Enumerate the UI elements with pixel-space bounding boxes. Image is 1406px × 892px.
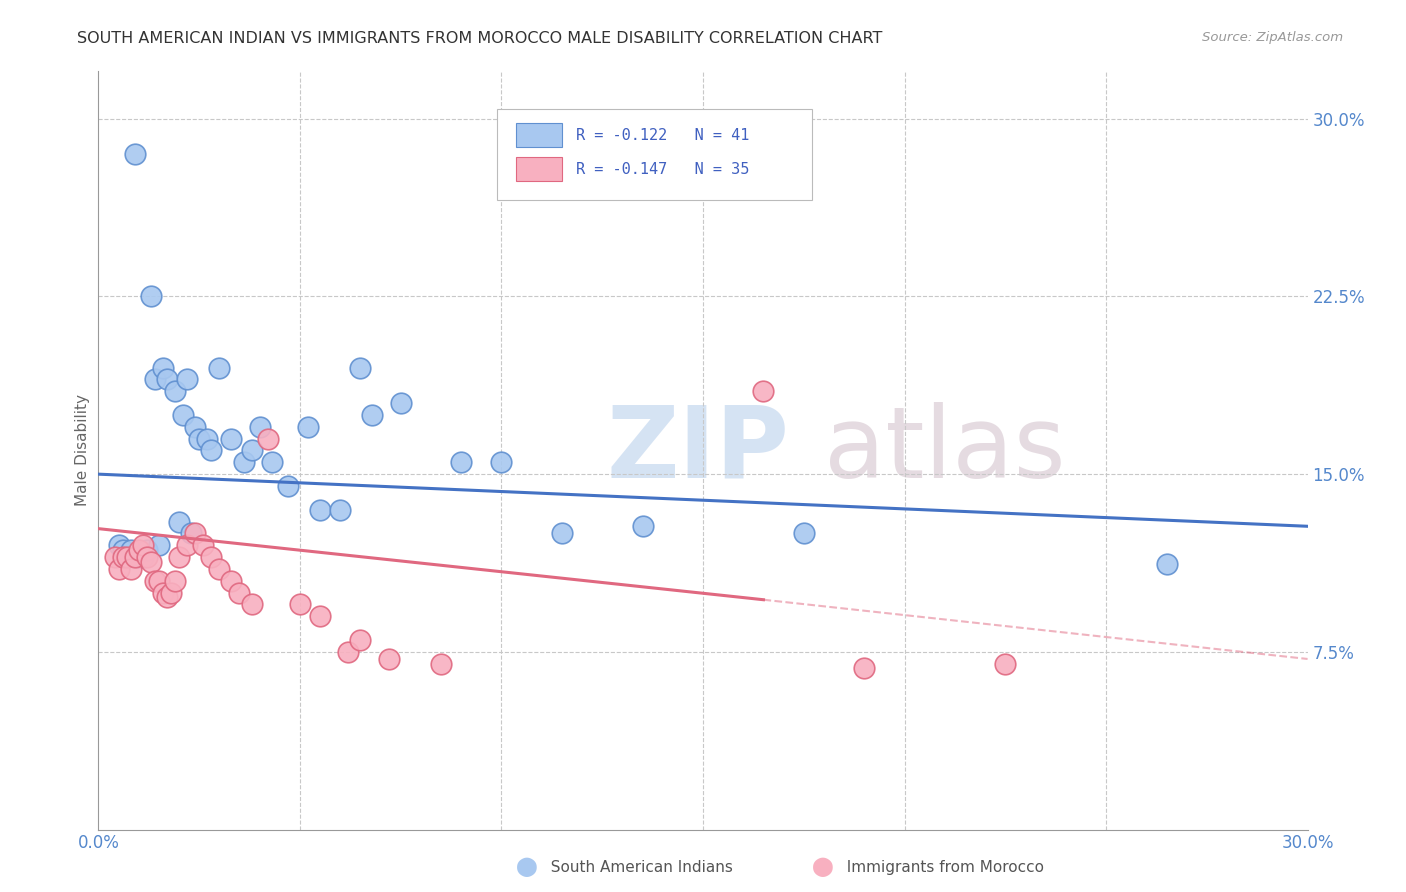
- Point: [107, 538, 129, 552]
- Point: [288, 598, 311, 612]
- Text: ⬤: ⬤: [811, 857, 834, 877]
- Point: [128, 543, 150, 558]
- FancyBboxPatch shape: [498, 110, 811, 201]
- Text: Immigrants from Morocco: Immigrants from Morocco: [837, 860, 1043, 874]
- Point: [329, 502, 352, 516]
- Point: [349, 633, 371, 648]
- Point: [277, 479, 299, 493]
- Point: [143, 574, 166, 588]
- Point: [188, 432, 211, 446]
- Point: [135, 550, 157, 565]
- Point: [184, 419, 207, 434]
- Point: [124, 550, 146, 565]
- Point: [172, 408, 194, 422]
- Point: [176, 372, 198, 386]
- Point: [200, 443, 222, 458]
- Point: [491, 455, 513, 469]
- Point: [994, 657, 1017, 671]
- Point: [309, 502, 332, 516]
- Point: [260, 455, 283, 469]
- Point: [853, 661, 876, 675]
- Point: [107, 562, 129, 576]
- Point: [389, 396, 412, 410]
- FancyBboxPatch shape: [516, 157, 561, 181]
- Point: [793, 526, 815, 541]
- Point: [152, 360, 174, 375]
- Point: [232, 455, 254, 469]
- Text: Source: ZipAtlas.com: Source: ZipAtlas.com: [1202, 31, 1343, 45]
- FancyBboxPatch shape: [516, 123, 561, 147]
- Point: [208, 360, 231, 375]
- Point: [111, 550, 134, 565]
- Point: [200, 550, 222, 565]
- Point: [163, 384, 186, 399]
- Text: R = -0.122   N = 41: R = -0.122 N = 41: [576, 128, 749, 143]
- Point: [184, 526, 207, 541]
- Point: [160, 585, 183, 599]
- Point: [240, 443, 263, 458]
- Point: [180, 526, 202, 541]
- Point: [139, 289, 162, 303]
- Point: [309, 609, 332, 624]
- Text: R = -0.147   N = 35: R = -0.147 N = 35: [576, 161, 749, 177]
- Point: [297, 419, 319, 434]
- Point: [377, 652, 399, 666]
- Point: [152, 585, 174, 599]
- Point: [249, 419, 271, 434]
- Point: [430, 657, 453, 671]
- Point: [132, 550, 155, 565]
- Point: [120, 543, 142, 558]
- Point: [167, 550, 190, 565]
- Point: [176, 538, 198, 552]
- Text: SOUTH AMERICAN INDIAN VS IMMIGRANTS FROM MOROCCO MALE DISABILITY CORRELATION CHA: SOUTH AMERICAN INDIAN VS IMMIGRANTS FROM…: [77, 31, 883, 46]
- Text: South American Indians: South American Indians: [541, 860, 733, 874]
- Point: [103, 550, 125, 565]
- Point: [115, 550, 138, 565]
- Point: [163, 574, 186, 588]
- Point: [148, 574, 170, 588]
- Point: [631, 519, 654, 533]
- Point: [167, 515, 190, 529]
- Point: [156, 372, 179, 386]
- Point: [156, 591, 179, 605]
- Point: [349, 360, 371, 375]
- Point: [208, 562, 231, 576]
- Point: [111, 543, 134, 558]
- Point: [143, 372, 166, 386]
- Y-axis label: Male Disability: Male Disability: [75, 394, 90, 507]
- Point: [240, 598, 263, 612]
- Point: [195, 432, 218, 446]
- Point: [193, 538, 215, 552]
- Point: [256, 432, 278, 446]
- Point: [228, 585, 250, 599]
- Text: ⬤: ⬤: [516, 857, 538, 877]
- Point: [139, 555, 162, 569]
- Point: [120, 562, 142, 576]
- Text: ZIP: ZIP: [606, 402, 789, 499]
- Point: [221, 432, 243, 446]
- Point: [148, 538, 170, 552]
- Point: [1156, 557, 1178, 572]
- Point: [221, 574, 243, 588]
- Point: [124, 147, 146, 161]
- Point: [337, 645, 360, 659]
- Point: [115, 550, 138, 565]
- Point: [128, 550, 150, 565]
- Text: atlas: atlas: [824, 402, 1066, 499]
- Point: [752, 384, 775, 399]
- Point: [551, 526, 574, 541]
- Point: [132, 538, 155, 552]
- Point: [361, 408, 384, 422]
- Point: [450, 455, 472, 469]
- Point: [135, 543, 157, 558]
